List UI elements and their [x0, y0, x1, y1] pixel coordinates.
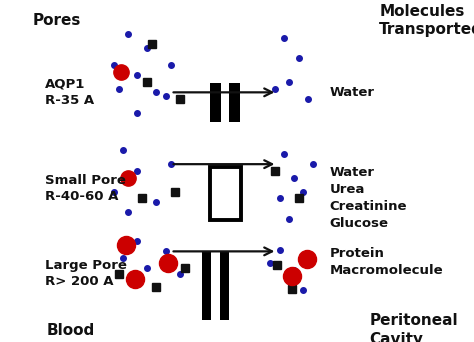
Text: Molecules
Transported: Molecules Transported [379, 4, 474, 37]
Bar [202, 251, 211, 320]
Text: AQP1
R-35 A: AQP1 R-35 A [45, 78, 94, 107]
Text: Protein
Macromolecule: Protein Macromolecule [329, 247, 443, 277]
Bar [210, 83, 221, 122]
Text: Water
Urea
Creatinine
Glucose: Water Urea Creatinine Glucose [329, 166, 407, 231]
Bar [229, 83, 240, 122]
Bar [220, 251, 229, 320]
Text: Peritoneal
Cavity: Peritoneal Cavity [370, 313, 458, 342]
Text: Small Pore
R-40-60 A: Small Pore R-40-60 A [45, 174, 126, 202]
Text: Blood: Blood [47, 323, 95, 338]
Bar [210, 167, 241, 220]
Text: Pores: Pores [33, 13, 81, 28]
Text: Water: Water [329, 86, 374, 99]
Text: Large Pore
R> 200 A: Large Pore R> 200 A [45, 259, 127, 288]
